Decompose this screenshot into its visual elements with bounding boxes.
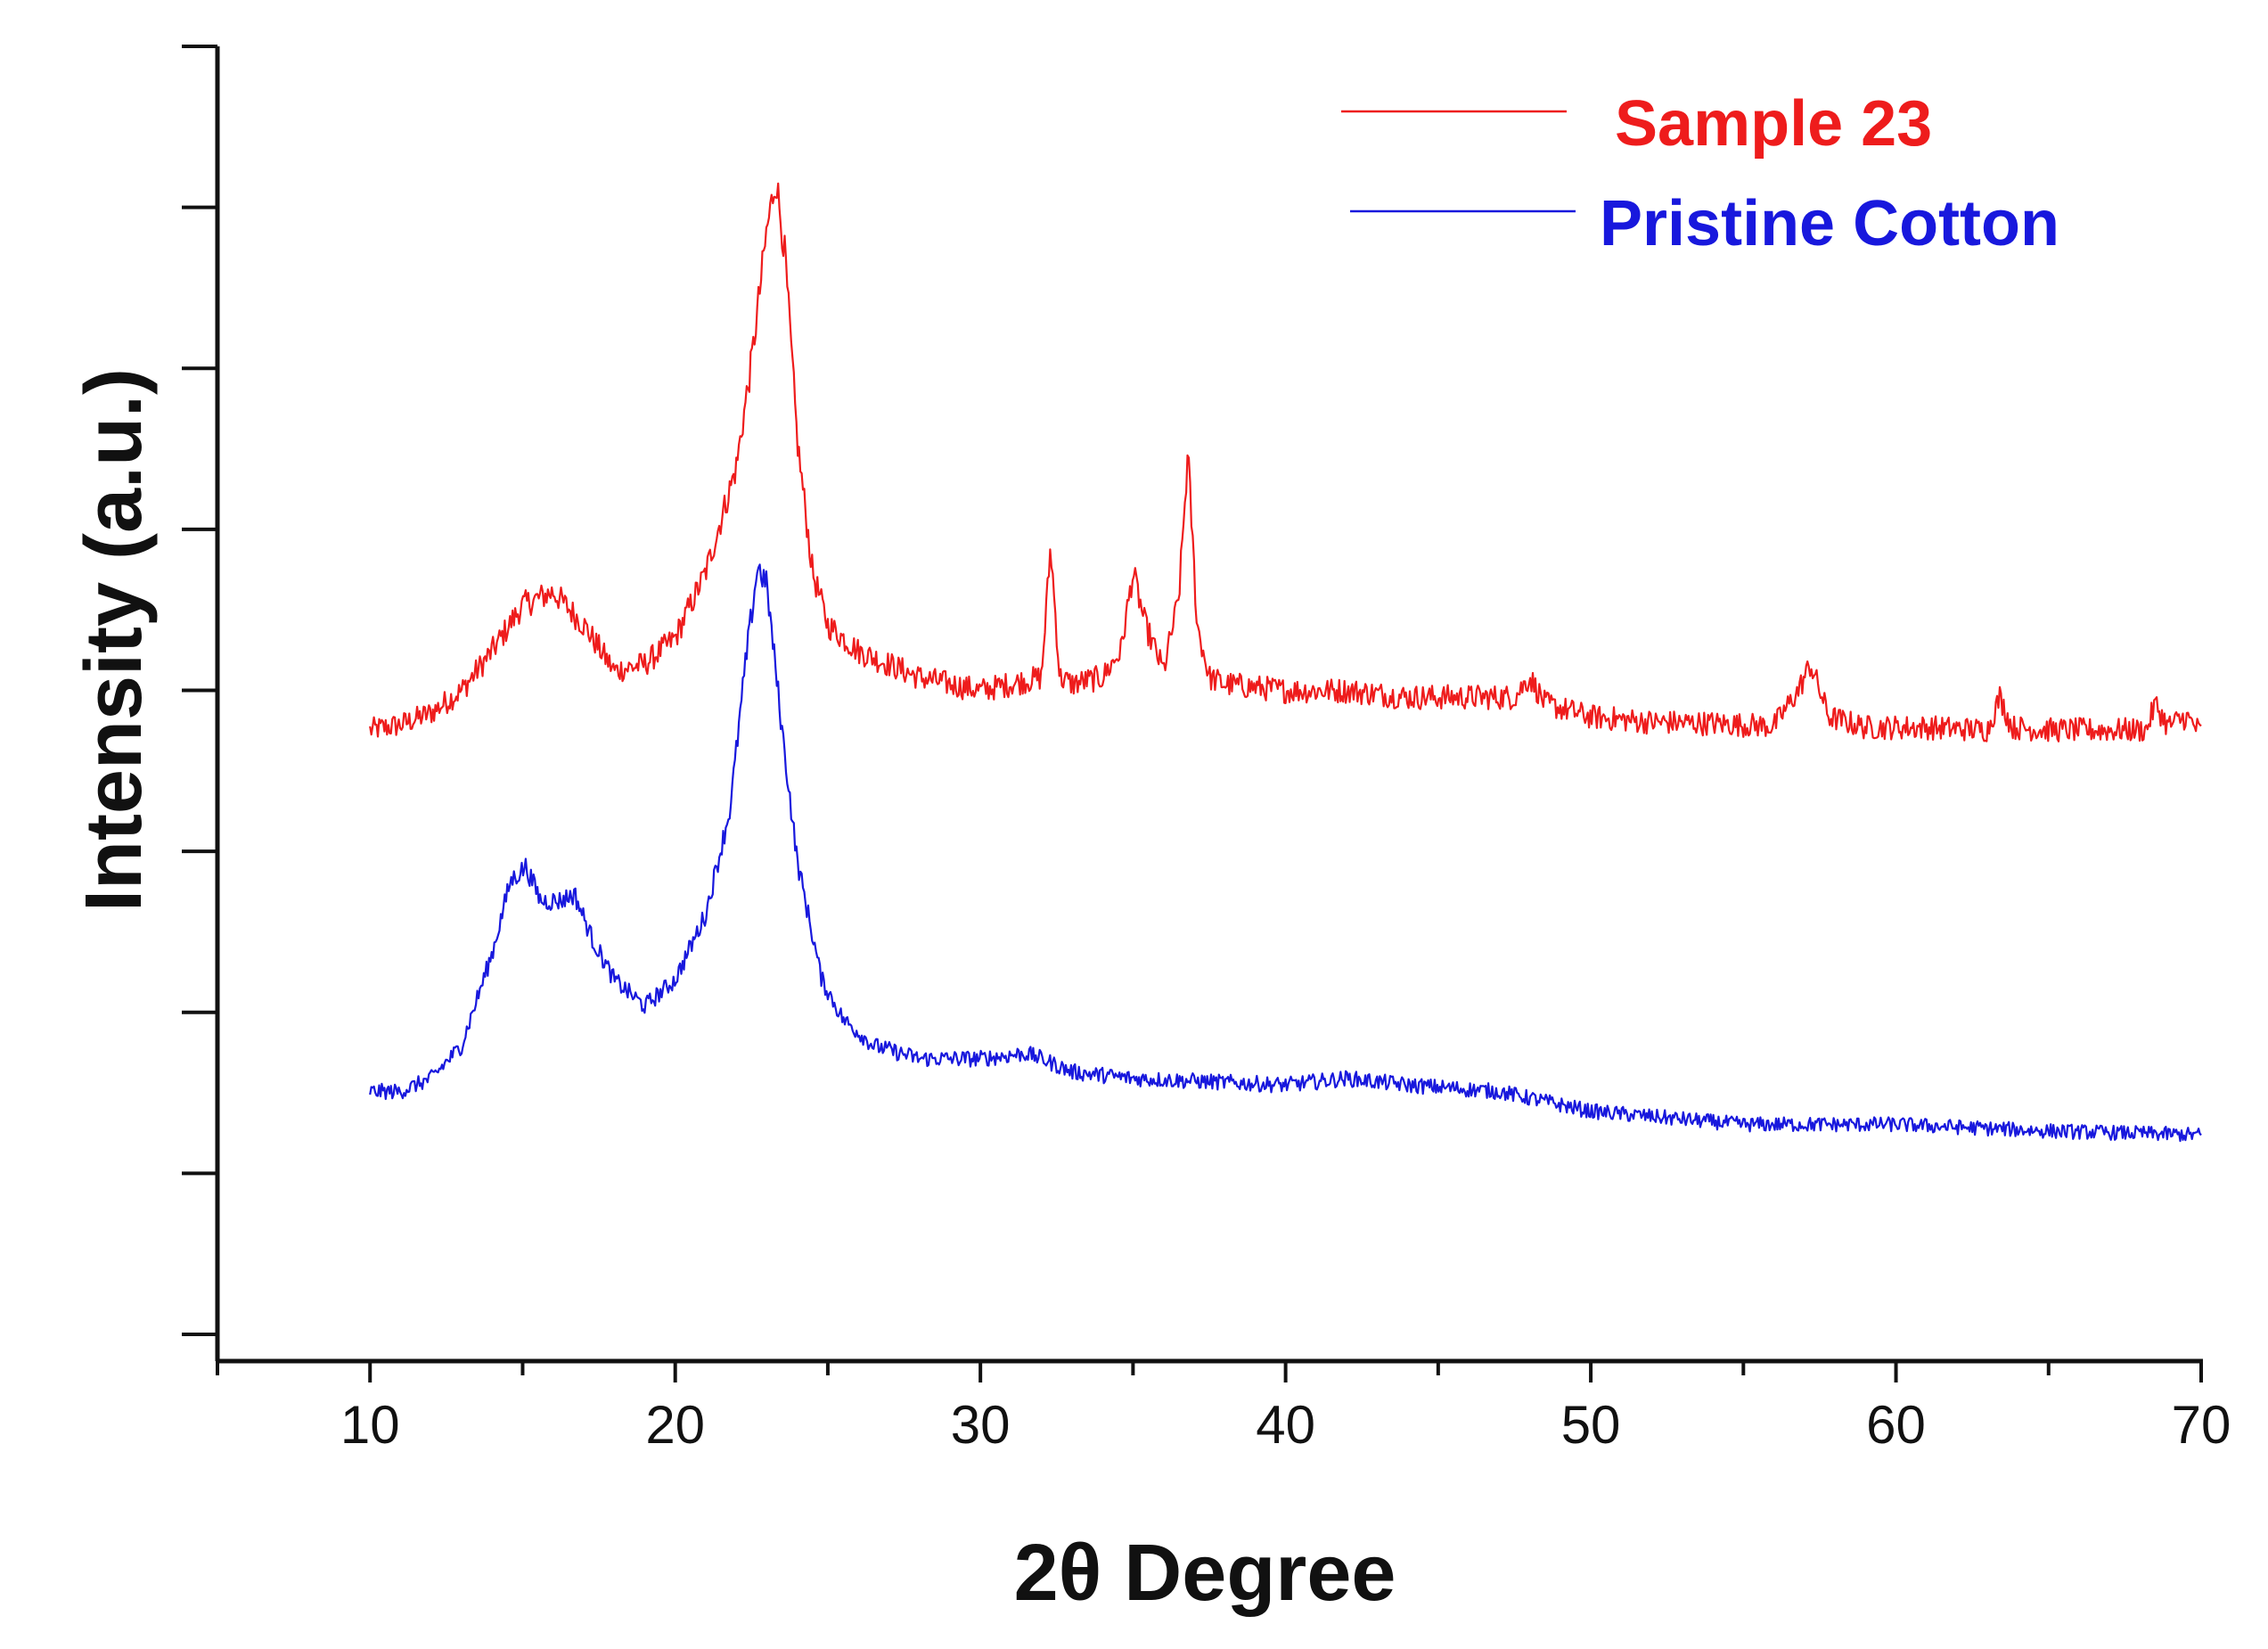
legend-label-sample-23: Sample 23	[1615, 88, 1932, 160]
series-line-pristine-cotton	[369, 563, 2202, 1143]
x-axis-label: 2θ Degree	[1014, 1529, 1396, 1618]
x-tick-label: 40	[1256, 1395, 1315, 1455]
x-tick-label: 20	[645, 1395, 705, 1455]
series-layer	[369, 182, 2202, 1143]
y-axis-label: Intensity (a.u.)	[70, 368, 159, 912]
legend-label-pristine-cotton: Pristine Cotton	[1600, 188, 2059, 259]
axes: 10 20 30 40 50 60 70	[182, 45, 2231, 1455]
x-tick-label: 30	[951, 1395, 1011, 1455]
x-tick-label: 60	[1866, 1395, 1926, 1455]
legend: Sample 23 Pristine Cotton	[1341, 88, 2059, 259]
x-tick-label: 70	[2172, 1395, 2231, 1455]
x-tick-label: 10	[340, 1395, 400, 1455]
series-line-sample-23	[369, 182, 2202, 742]
x-tick-label: 50	[1561, 1395, 1621, 1455]
